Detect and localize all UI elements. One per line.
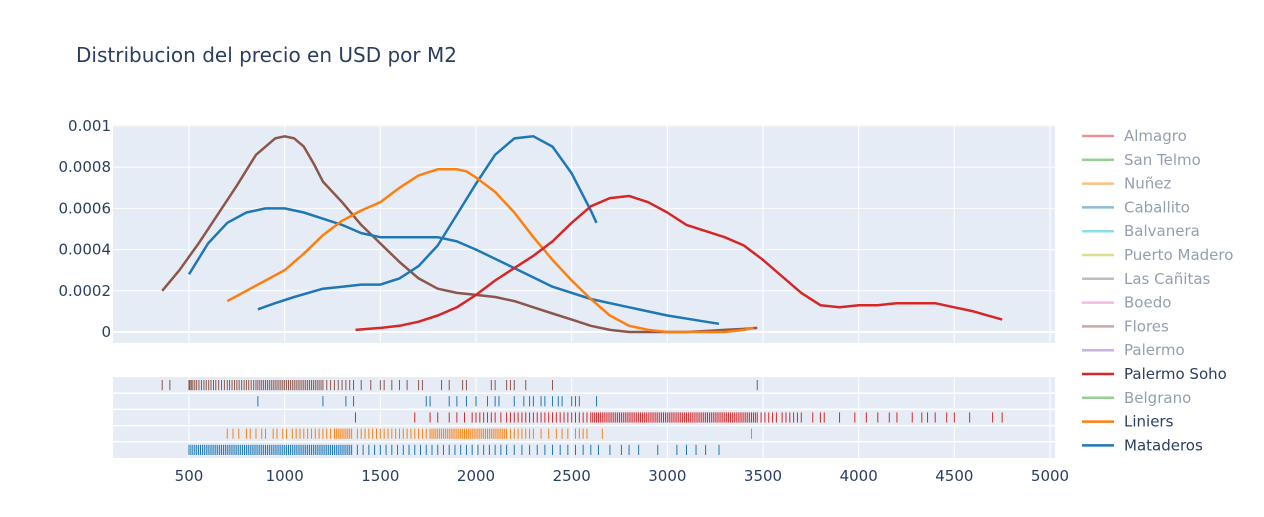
x-tick-label: 1500 (361, 467, 399, 485)
legend[interactable]: Almagro San Telmo Nuñez Caballito Balvanera P… (1082, 127, 1233, 454)
main-plot-area[interactable] (113, 125, 1055, 343)
legend-label: Boedo (1124, 294, 1171, 312)
rug-flores (161, 380, 758, 391)
legend-item-mataderos[interactable]: Mataderos (1082, 436, 1203, 454)
x-tick-label: 4000 (840, 467, 878, 485)
rug-marks (161, 380, 1003, 455)
legend-label: Flores (1124, 317, 1169, 335)
density-line-palermo-soho (355, 194, 1003, 332)
legend-label: Balvanera (1124, 222, 1200, 240)
chart-title: Distribucion del precio en USD por M2 (76, 43, 457, 67)
y-tick-label: 0.0004 (59, 241, 112, 259)
legend-label: Almagro (1124, 127, 1187, 145)
legend-label: Belgrano (1124, 389, 1191, 407)
legend-item-flores[interactable]: Flores (1082, 317, 1169, 335)
legend-item-belgrano[interactable]: Belgrano (1082, 389, 1191, 407)
x-axis-ticks: 500 1000 1500 2000 2500 3000 3500 4000 4500 5000 (175, 467, 1069, 485)
y-tick-label: 0.0002 (59, 282, 112, 300)
legend-item-san-telmo[interactable]: San Telmo (1082, 151, 1201, 169)
y-tick-label: 0 (101, 323, 111, 341)
legend-item-palermo-soho[interactable]: Palermo Soho (1082, 365, 1227, 383)
legend-label: San Telmo (1124, 151, 1201, 169)
x-tick-label: 2000 (457, 467, 495, 485)
legend-item-almagro[interactable]: Almagro (1082, 127, 1187, 145)
density-lines (161, 135, 1003, 334)
legend-item-nunez[interactable]: Nuñez (1082, 175, 1171, 193)
legend-label: Palermo (1124, 341, 1185, 359)
legend-item-las-canitas[interactable]: Las Cañitas (1082, 270, 1211, 288)
legend-label: Mataderos (1124, 436, 1203, 454)
density-line-liniers (226, 168, 754, 334)
legend-label: Puerto Madero (1124, 246, 1233, 264)
x-tick-label: 1000 (266, 467, 304, 485)
x-tick-label: 5000 (1031, 467, 1069, 485)
legend-label: Caballito (1124, 198, 1190, 216)
legend-label: Nuñez (1124, 175, 1171, 193)
density-line-mataderos (257, 135, 598, 311)
rug-mataderos (257, 396, 598, 407)
x-tick-label: 4500 (935, 467, 973, 485)
legend-item-palermo[interactable]: Palermo (1082, 341, 1185, 359)
legend-label: Liniers (1124, 413, 1174, 431)
rug-liniers (226, 428, 753, 439)
x-tick-label: 500 (175, 467, 204, 485)
x-tick-label: 3500 (744, 467, 782, 485)
y-tick-label: 0.0006 (59, 199, 112, 217)
density-line-flores (161, 135, 758, 334)
x-tick-label: 3000 (648, 467, 686, 485)
density-line-mataderos (187, 207, 720, 326)
legend-label: Palermo Soho (1124, 365, 1227, 383)
rug-mataderos (188, 444, 720, 455)
legend-item-liniers[interactable]: Liniers (1082, 413, 1174, 431)
y-tick-label: 0.001 (68, 117, 111, 135)
rug-palermo-soho (354, 412, 1003, 423)
legend-item-caballito[interactable]: Caballito (1082, 198, 1190, 216)
legend-item-boedo[interactable]: Boedo (1082, 294, 1171, 312)
legend-label: Las Cañitas (1124, 270, 1211, 288)
x-tick-label: 2500 (553, 467, 591, 485)
y-axis-ticks: 0 0.0002 0.0004 0.0006 0.0008 0.001 (59, 117, 112, 341)
rug-plot-area[interactable] (113, 377, 1055, 458)
legend-item-puerto-madero[interactable]: Puerto Madero (1082, 246, 1233, 264)
legend-item-balvanera[interactable]: Balvanera (1082, 222, 1200, 240)
y-tick-label: 0.0008 (59, 158, 112, 176)
